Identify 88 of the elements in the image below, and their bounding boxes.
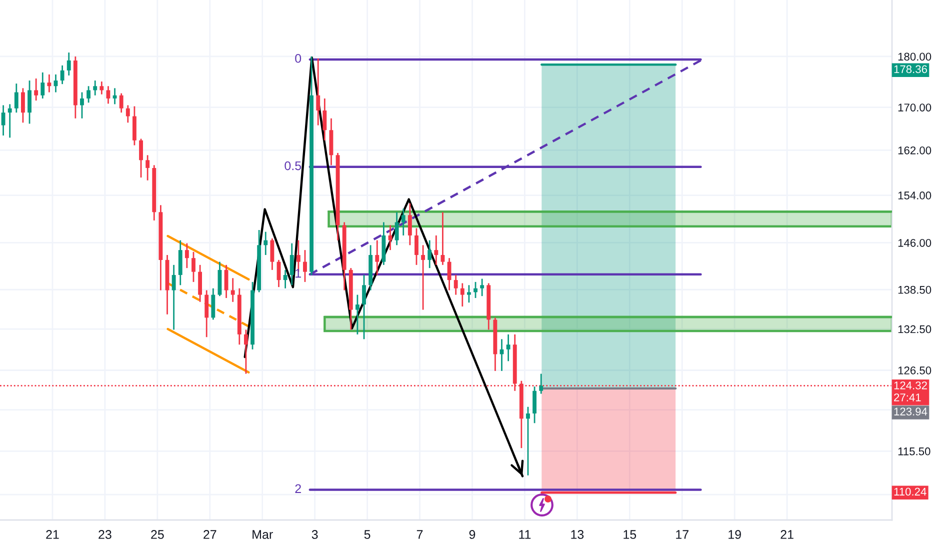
x-tick-label: 21	[780, 530, 794, 539]
candlestick	[172, 264, 176, 330]
y-tick-label: 154.00	[898, 192, 932, 200]
candlestick	[270, 238, 274, 271]
x-tick-label: 15	[624, 530, 636, 539]
candlestick	[146, 154, 150, 182]
candlestick	[362, 274, 366, 340]
candlestick	[480, 278, 484, 297]
candlestick	[322, 98, 327, 142]
candlestick	[66, 52, 71, 76]
x-tick-label: 27	[204, 530, 216, 539]
candlestick	[139, 138, 143, 178]
x-tick-label: 7	[416, 530, 423, 539]
candlestick	[355, 294, 360, 336]
candlestick	[283, 269, 288, 290]
candlestick	[100, 80, 104, 96]
candlestick	[303, 249, 307, 283]
x-tick-label: 25	[151, 530, 164, 539]
text: 123.94	[894, 408, 928, 416]
x-tick-label: 9	[469, 530, 476, 539]
text: 178.36	[894, 65, 927, 74]
y-tick-label: 162.00	[898, 146, 932, 154]
candlestick	[474, 281, 478, 299]
x-tick-label: 19	[728, 530, 741, 539]
candlestick	[466, 284, 471, 304]
y-tick-label: 180.00	[898, 52, 932, 61]
candlestick	[421, 244, 426, 310]
candlestick	[460, 282, 464, 308]
candlestick	[192, 251, 196, 283]
candlestick	[244, 329, 248, 374]
y-tick-label: 170.00	[898, 104, 932, 112]
candlestick	[126, 104, 130, 124]
x-tick-label: 17	[676, 530, 688, 539]
x-tick-label: 3	[312, 530, 318, 539]
x-tick-label: 21	[46, 530, 59, 539]
candlestick	[60, 64, 64, 85]
y-tick-label: 115.50	[898, 447, 930, 456]
candlestick	[394, 211, 399, 246]
candlestick	[440, 211, 445, 266]
candlestick	[80, 92, 84, 120]
candlestick	[14, 82, 18, 114]
candlestick	[408, 202, 412, 246]
candlestick	[40, 72, 45, 100]
candlestick	[1, 104, 6, 136]
candlestick	[204, 290, 209, 338]
y-tick-label: 132.50	[898, 325, 932, 334]
x-tick-label: 5	[364, 530, 370, 539]
candlestick	[28, 80, 32, 124]
candlestick	[454, 274, 458, 296]
candlestick	[93, 80, 98, 96]
candlestick	[184, 242, 189, 269]
x-tick-label: 23	[98, 530, 112, 539]
candlestick	[230, 277, 235, 303]
candlestick	[401, 208, 406, 236]
y-tick-label: 146.00	[898, 238, 932, 247]
annotation: 0.5	[284, 161, 302, 170]
candlestick	[375, 240, 380, 276]
candlestick	[8, 104, 12, 138]
candlestick	[388, 224, 392, 251]
x-tick-label: 13	[571, 530, 584, 539]
candlestick	[290, 242, 294, 286]
candlestick	[47, 74, 52, 93]
candlestick	[224, 264, 228, 299]
candlestick	[198, 264, 202, 303]
candlestick	[434, 234, 438, 266]
candlestick	[34, 78, 38, 102]
candlestick	[211, 288, 216, 320]
x-tick-label: Mar	[252, 530, 273, 539]
annotation: 0	[295, 54, 302, 63]
annotation: 2	[295, 484, 301, 493]
candlestick	[20, 87, 25, 124]
annotation: 1	[296, 268, 301, 278]
y-tick-label: 126.50	[898, 366, 932, 374]
y-tick-label: 138.50	[898, 286, 932, 294]
candlestick	[119, 92, 124, 114]
candlestick	[316, 58, 320, 126]
ref-line-label: 124.32 27:41	[894, 382, 927, 402]
candlestick	[86, 85, 91, 104]
candlestick	[506, 334, 510, 362]
candlestick	[532, 386, 537, 424]
candlestick	[526, 406, 530, 476]
x-tick-label: 11	[519, 530, 531, 539]
candlestick	[428, 240, 432, 269]
candlestick	[106, 85, 110, 104]
candlestick	[264, 231, 268, 256]
candlestick	[539, 373, 544, 394]
text: 110.24	[894, 488, 926, 496]
candlestick	[414, 228, 418, 266]
